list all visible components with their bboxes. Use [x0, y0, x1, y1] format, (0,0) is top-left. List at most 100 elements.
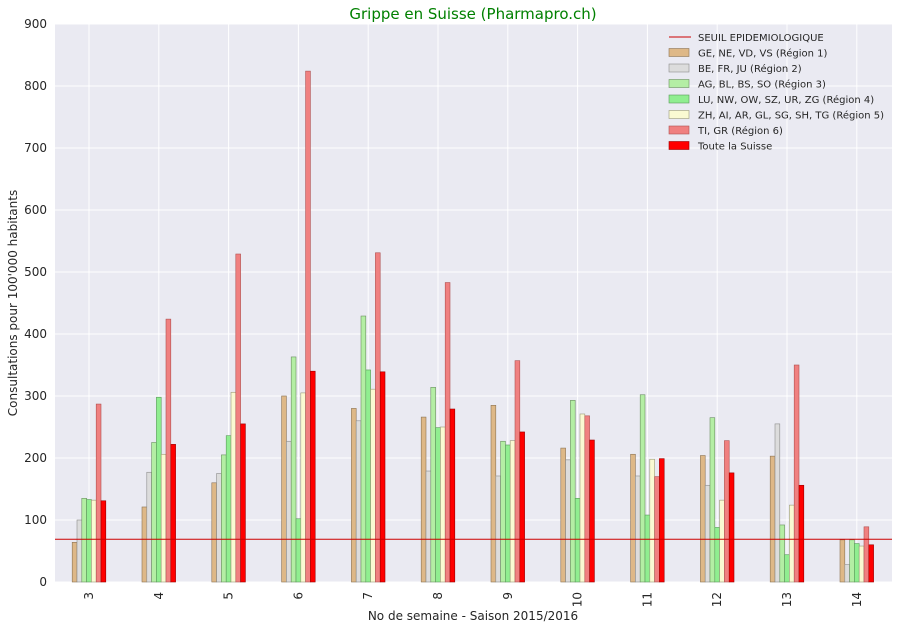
bar	[789, 504, 795, 583]
bar	[76, 519, 83, 583]
bar	[379, 371, 386, 583]
bar	[449, 408, 456, 583]
bar	[728, 472, 735, 583]
bar	[858, 545, 865, 583]
bar	[644, 514, 651, 583]
bar	[519, 431, 525, 583]
bar	[290, 356, 297, 583]
bar	[440, 426, 446, 583]
bar	[160, 453, 167, 583]
bar	[146, 471, 152, 583]
bar	[639, 394, 646, 583]
bar	[221, 454, 227, 583]
bar	[495, 475, 501, 583]
bar	[714, 527, 720, 583]
bar	[435, 427, 441, 583]
bar	[86, 499, 92, 583]
bar	[514, 360, 521, 583]
legend-swatch	[668, 141, 690, 150]
bar	[774, 423, 781, 583]
bar	[659, 458, 665, 583]
bar	[779, 524, 785, 583]
bar	[100, 500, 107, 583]
y-axis-label: Consultations pour 100'000 habitants	[6, 190, 20, 416]
bar	[863, 526, 870, 583]
bar	[854, 543, 860, 583]
bar	[141, 506, 148, 583]
bar	[724, 440, 730, 583]
x-tick-label: 13	[780, 592, 794, 607]
grid-lines	[55, 23, 892, 583]
y-tick-label: 200	[24, 451, 47, 465]
plot-background	[55, 24, 892, 582]
y-tick-label: 600	[24, 203, 47, 217]
bar	[286, 440, 292, 583]
bar	[654, 476, 660, 583]
bar	[235, 253, 241, 583]
bar	[560, 447, 566, 583]
x-tick-label: 7	[361, 592, 375, 600]
bar	[95, 403, 102, 583]
y-tick-label: 300	[24, 389, 47, 403]
bar	[509, 440, 516, 583]
bar	[565, 459, 571, 583]
x-tick-label: 14	[850, 592, 864, 607]
bar	[300, 392, 306, 583]
x-axis-label: No de semaine - Saison 2015/2016	[368, 609, 578, 623]
bar	[704, 484, 711, 583]
bar	[81, 497, 87, 583]
bar	[709, 417, 716, 583]
y-tick-label: 400	[24, 327, 47, 341]
legend-swatch	[668, 110, 690, 119]
bar	[719, 499, 725, 583]
bar	[849, 539, 855, 583]
bar	[798, 484, 805, 583]
x-tick-label: 9	[501, 592, 515, 600]
bar	[216, 473, 222, 583]
bar	[230, 391, 237, 583]
bar	[505, 444, 511, 583]
legend-swatch	[668, 79, 690, 88]
legend-label: LU, NW, OW, SZ, UR, ZG (Région 4)	[698, 94, 874, 106]
bar	[310, 370, 316, 583]
bar	[360, 315, 367, 583]
bar	[584, 415, 590, 583]
bar	[570, 400, 576, 583]
y-tick-label: 0	[39, 575, 47, 589]
legend-label: TI, GR (Région 6)	[697, 125, 783, 137]
bar	[839, 539, 846, 583]
bar	[868, 544, 874, 583]
y-tick-label: 900	[24, 17, 47, 31]
bar	[375, 252, 381, 583]
bar	[240, 423, 246, 583]
bar	[793, 364, 800, 583]
x-tick-labels: 3 4 5 6 7 8 9 10 11 12 13 14	[82, 592, 864, 607]
bar	[579, 413, 586, 583]
bar	[420, 416, 427, 583]
legend-label: SEUIL EPIDEMIOLOGIQUE	[698, 33, 824, 44]
legend-swatch	[668, 63, 690, 73]
bar	[365, 369, 371, 583]
y-tick-label: 700	[24, 141, 47, 155]
bar	[225, 435, 232, 583]
legend-label: GE, NE, VD, VS (Région 1)	[698, 48, 828, 60]
bar	[589, 439, 595, 583]
y-tick-label: 500	[24, 265, 47, 279]
bar	[500, 440, 506, 583]
bars	[71, 70, 874, 583]
legend-swatch	[668, 125, 690, 135]
legend: SEUIL EPIDEMIOLOGIQUE GE, NE, VD, VS (Rég…	[668, 33, 884, 153]
bar	[630, 453, 636, 583]
legend-label: ZH, AI, AR, GL, SG, SH, TG (Région 5)	[698, 110, 884, 122]
y-tick-label: 800	[24, 79, 47, 93]
bar	[281, 395, 287, 583]
x-tick-label: 5	[222, 592, 236, 600]
bar	[165, 318, 172, 583]
x-tick-label: 6	[291, 592, 305, 600]
legend-swatch	[668, 94, 690, 104]
x-tick-label: 11	[640, 592, 654, 607]
bar	[295, 518, 302, 583]
bar	[425, 470, 432, 583]
